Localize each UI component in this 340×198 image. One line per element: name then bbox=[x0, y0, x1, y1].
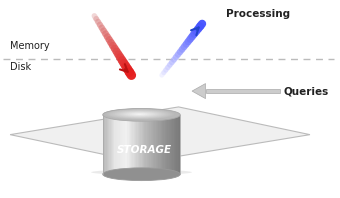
Polygon shape bbox=[116, 115, 117, 174]
Ellipse shape bbox=[122, 111, 157, 117]
Polygon shape bbox=[129, 115, 130, 174]
Polygon shape bbox=[109, 115, 110, 174]
Polygon shape bbox=[151, 115, 152, 174]
Polygon shape bbox=[135, 115, 136, 174]
Ellipse shape bbox=[132, 113, 147, 115]
Polygon shape bbox=[174, 115, 175, 174]
Ellipse shape bbox=[120, 111, 159, 117]
Polygon shape bbox=[166, 115, 167, 174]
Polygon shape bbox=[165, 115, 166, 174]
Polygon shape bbox=[179, 115, 180, 174]
Polygon shape bbox=[108, 115, 109, 174]
Polygon shape bbox=[144, 115, 146, 174]
Text: STORAGE: STORAGE bbox=[117, 146, 172, 155]
Ellipse shape bbox=[105, 109, 174, 120]
Polygon shape bbox=[117, 115, 118, 174]
Polygon shape bbox=[175, 115, 176, 174]
Ellipse shape bbox=[134, 113, 146, 115]
Polygon shape bbox=[172, 115, 174, 174]
Ellipse shape bbox=[116, 110, 163, 118]
Polygon shape bbox=[103, 115, 104, 174]
Text: Disk: Disk bbox=[10, 62, 31, 72]
Polygon shape bbox=[127, 115, 129, 174]
Polygon shape bbox=[171, 115, 172, 174]
Polygon shape bbox=[143, 115, 144, 174]
Polygon shape bbox=[104, 115, 105, 174]
Polygon shape bbox=[112, 115, 113, 174]
Polygon shape bbox=[131, 115, 133, 174]
Polygon shape bbox=[138, 115, 139, 174]
Ellipse shape bbox=[114, 110, 165, 118]
Polygon shape bbox=[114, 115, 116, 174]
Polygon shape bbox=[205, 89, 279, 93]
Ellipse shape bbox=[108, 109, 171, 119]
Polygon shape bbox=[178, 115, 179, 174]
Ellipse shape bbox=[126, 112, 153, 116]
Polygon shape bbox=[156, 115, 157, 174]
Ellipse shape bbox=[103, 168, 180, 181]
Polygon shape bbox=[125, 115, 126, 174]
Polygon shape bbox=[130, 115, 131, 174]
Ellipse shape bbox=[128, 112, 151, 116]
Polygon shape bbox=[120, 115, 121, 174]
Polygon shape bbox=[159, 115, 161, 174]
Polygon shape bbox=[110, 115, 112, 174]
Polygon shape bbox=[146, 115, 147, 174]
Ellipse shape bbox=[103, 109, 176, 120]
Polygon shape bbox=[133, 115, 134, 174]
Polygon shape bbox=[118, 115, 120, 174]
Polygon shape bbox=[161, 115, 162, 174]
Polygon shape bbox=[148, 115, 149, 174]
Polygon shape bbox=[121, 115, 122, 174]
Ellipse shape bbox=[107, 109, 172, 119]
Polygon shape bbox=[126, 115, 127, 174]
Ellipse shape bbox=[91, 170, 192, 175]
Polygon shape bbox=[10, 107, 310, 162]
Polygon shape bbox=[105, 115, 107, 174]
Polygon shape bbox=[107, 115, 108, 174]
Polygon shape bbox=[164, 115, 165, 174]
Polygon shape bbox=[103, 109, 180, 121]
Polygon shape bbox=[141, 115, 143, 174]
Polygon shape bbox=[152, 115, 153, 174]
Polygon shape bbox=[153, 115, 154, 174]
Polygon shape bbox=[154, 115, 156, 174]
Polygon shape bbox=[123, 115, 125, 174]
Ellipse shape bbox=[136, 114, 143, 115]
Polygon shape bbox=[122, 115, 123, 174]
Ellipse shape bbox=[130, 113, 149, 116]
Polygon shape bbox=[149, 115, 151, 174]
Polygon shape bbox=[169, 115, 170, 174]
Ellipse shape bbox=[113, 110, 167, 118]
Polygon shape bbox=[167, 115, 169, 174]
Polygon shape bbox=[113, 115, 114, 174]
Polygon shape bbox=[139, 115, 140, 174]
Polygon shape bbox=[136, 115, 138, 174]
Polygon shape bbox=[140, 115, 141, 174]
Ellipse shape bbox=[110, 110, 169, 119]
Text: Memory: Memory bbox=[10, 41, 50, 50]
Ellipse shape bbox=[124, 112, 155, 117]
Polygon shape bbox=[134, 115, 135, 174]
Polygon shape bbox=[192, 84, 205, 99]
Polygon shape bbox=[176, 115, 178, 174]
Polygon shape bbox=[147, 115, 148, 174]
Polygon shape bbox=[170, 115, 171, 174]
Polygon shape bbox=[157, 115, 158, 174]
Polygon shape bbox=[158, 115, 159, 174]
Polygon shape bbox=[162, 115, 164, 174]
Text: Processing: Processing bbox=[226, 9, 290, 19]
Text: Queries: Queries bbox=[283, 86, 328, 96]
Ellipse shape bbox=[118, 111, 161, 118]
